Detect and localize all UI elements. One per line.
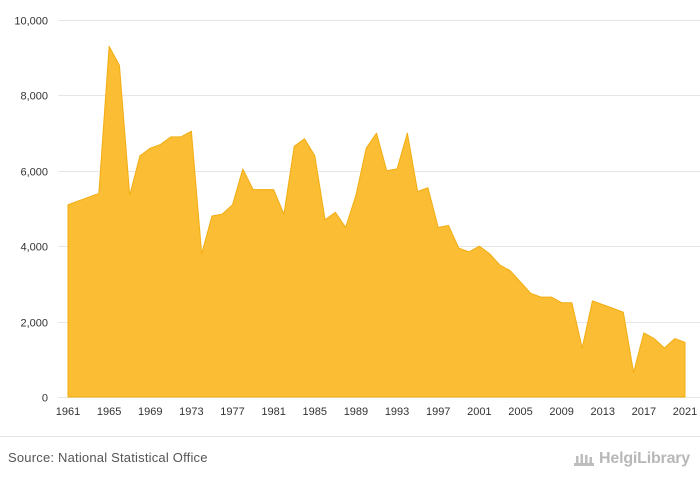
brand-logo: HelgiLibrary — [573, 448, 690, 470]
x-tick-label: 2005 — [508, 406, 532, 418]
x-tick-label: 1973 — [179, 406, 203, 418]
x-tick-label: 1965 — [97, 406, 121, 418]
y-axis-tick-labels: 0 2,000 4,000 6,000 8,000 10,000 — [14, 16, 48, 405]
library-icon — [574, 454, 595, 466]
x-tick-label: 1969 — [138, 406, 162, 418]
y-tick-label: 0 — [42, 393, 48, 405]
x-axis-tick-labels: 1961 1965 1969 1973 1977 1981 1985 1989 1993 1997… — [56, 406, 697, 418]
y-tick-label: 10,000 — [14, 16, 48, 28]
x-tick-label: 2013 — [590, 406, 614, 418]
x-tick-label: 2009 — [549, 406, 573, 418]
x-tick-label: 2001 — [467, 406, 491, 418]
x-tick-label: 1977 — [220, 406, 244, 418]
footer-divider — [0, 436, 700, 437]
x-tick-label: 1989 — [344, 406, 368, 418]
y-tick-label: 6,000 — [20, 167, 48, 179]
brand-name: HelgiLibrary — [599, 450, 690, 467]
x-tick-label: 1993 — [385, 406, 409, 418]
x-tick-label: 1985 — [303, 406, 327, 418]
x-tick-label: 1961 — [56, 406, 80, 418]
y-tick-label: 2,000 — [20, 318, 48, 330]
area-series — [67, 45, 686, 398]
area-chart: 0 2,000 4,000 6,000 8,000 10,000 1961 1965 1969… — [14, 16, 700, 418]
x-tick-label: 1981 — [261, 406, 285, 418]
area-series-path — [67, 45, 686, 398]
y-tick-label: 4,000 — [20, 242, 48, 254]
y-tick-label: 8,000 — [20, 91, 48, 103]
x-tick-label: 2017 — [632, 406, 656, 418]
source-note: Source: National Statistical Office — [8, 450, 208, 465]
x-tick-label: 2021 — [673, 406, 697, 418]
x-tick-label: 1997 — [426, 406, 450, 418]
